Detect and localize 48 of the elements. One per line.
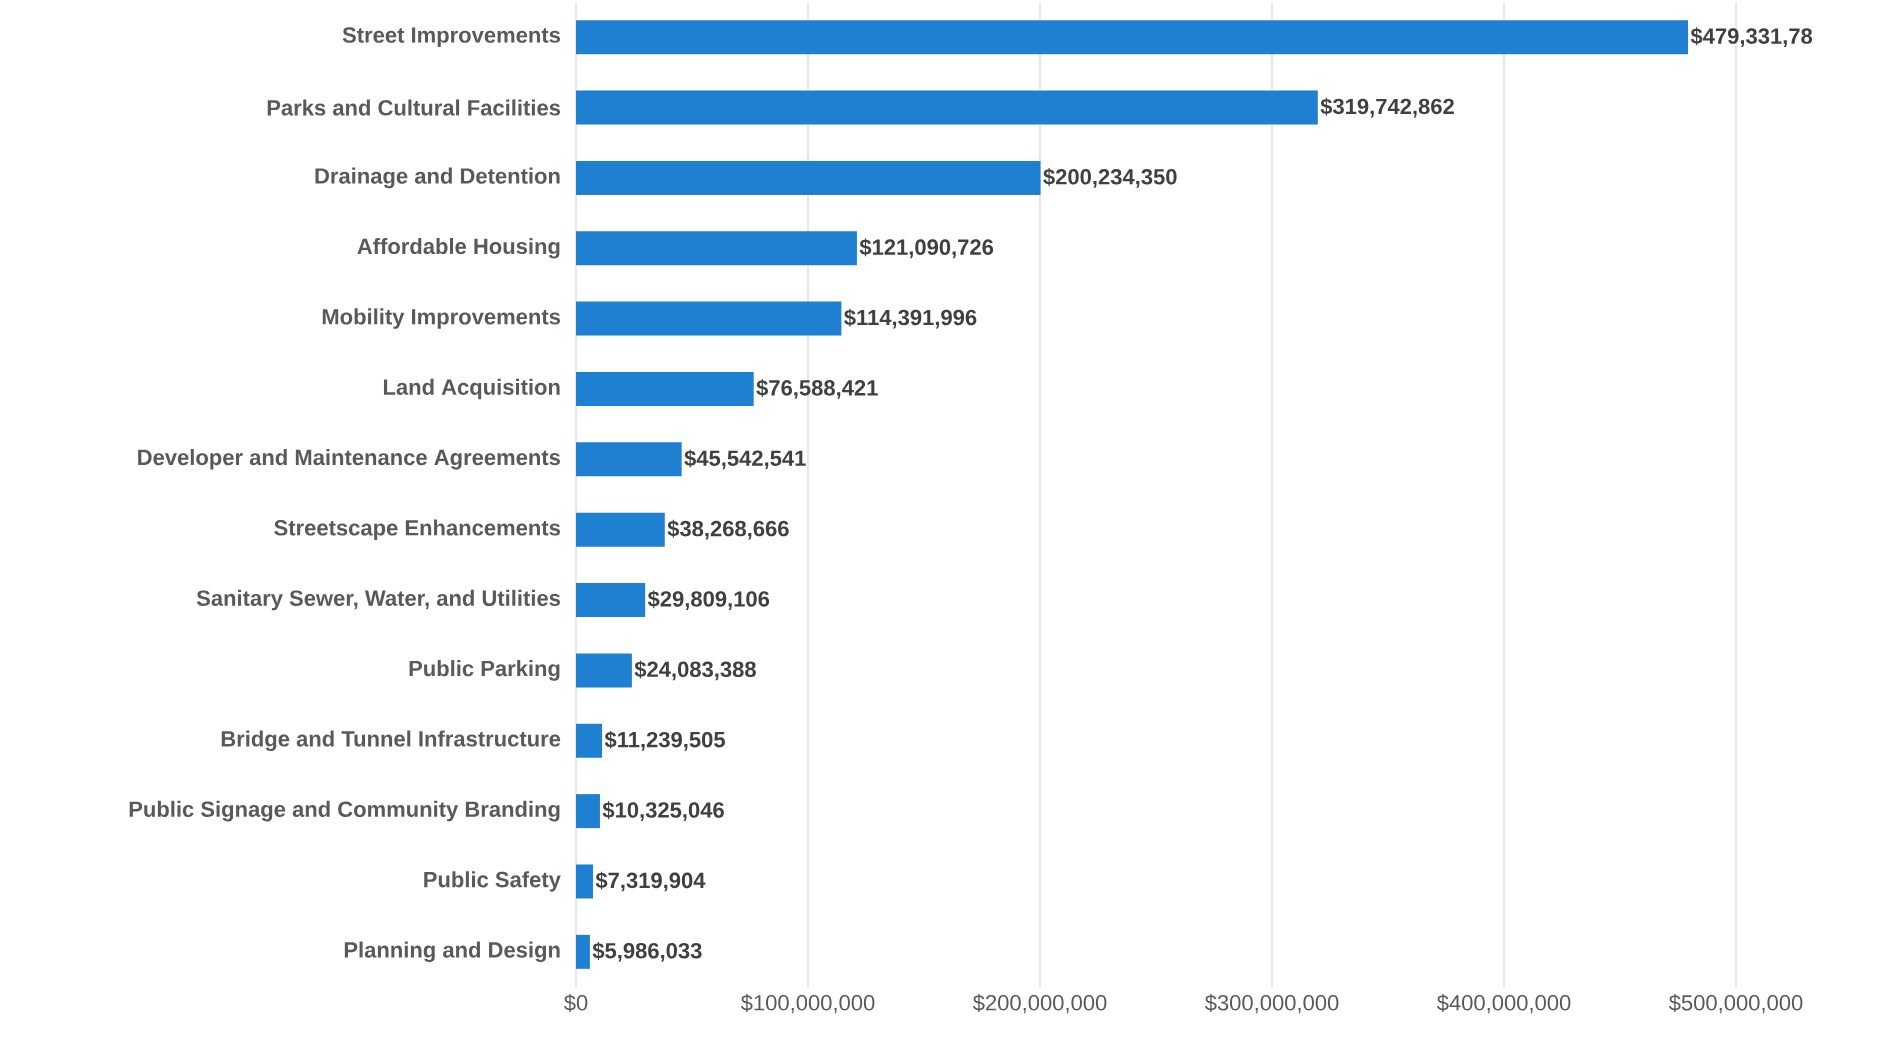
y-tick-label: Bridge and Tunnel Infrastructure	[221, 730, 561, 752]
y-tick-label: Public Signage and Community Branding	[129, 800, 560, 822]
x-tick-label: $400,000,000	[1436, 994, 1571, 1014]
y-tick-label: Land Acquisition	[383, 378, 560, 400]
data-label: $7,319,904	[595, 871, 706, 892]
data-label: $200,234,350	[1043, 168, 1177, 188]
bar	[576, 794, 600, 829]
bar	[576, 864, 593, 899]
data-label: $10,325,046	[602, 801, 724, 821]
x-tick-label: $500,000,000	[1668, 994, 1803, 1014]
data-label: $45,542,541	[684, 449, 806, 470]
y-tick-label: Public Parking	[409, 660, 560, 681]
y-tick-label: Planning and Design	[344, 941, 560, 963]
bar	[576, 20, 1689, 55]
y-tick-label: Affordable Housing	[357, 237, 560, 259]
bar	[576, 934, 590, 969]
x-tick-label: $100,000,000	[740, 994, 875, 1014]
data-label: $121,090,726	[859, 238, 994, 259]
bar	[576, 160, 1041, 195]
data-label: $29,809,106	[647, 590, 770, 610]
data-label: $479,331,78	[1690, 27, 1813, 48]
y-tick-label: Parks and Cultural Facilities	[267, 99, 561, 116]
y-tick-label: Developer and Maintenance Agreements	[138, 449, 560, 470]
bar	[576, 512, 665, 547]
y-tick-label: Street Improvements	[342, 27, 560, 48]
data-label: $114,391,996	[844, 308, 977, 329]
bar	[576, 371, 754, 406]
data-label: $76,588,421	[756, 379, 878, 399]
bar	[576, 653, 632, 688]
x-tick-label: $200,000,000	[972, 994, 1107, 1014]
y-tick-label: Sanitary Sewer, Water, and Utilities	[196, 589, 560, 611]
bar	[576, 231, 857, 266]
x-tick-label: $300,000,000	[1204, 994, 1339, 1014]
y-tick-label: Public Safety	[424, 871, 561, 892]
x-tick-label: $0	[564, 994, 588, 1012]
y-tick-label: Drainage and Detention	[315, 167, 560, 189]
y-tick-label: Streetscape Enhancements	[274, 519, 560, 540]
data-label: $5,986,033	[592, 941, 702, 962]
data-label: $11,239,505	[604, 730, 725, 751]
bar	[576, 301, 842, 336]
data-label: $24,083,388	[634, 660, 756, 681]
bar	[576, 723, 603, 758]
bar	[576, 583, 646, 618]
bar	[576, 90, 1318, 125]
data-label: $319,742,862	[1320, 97, 1454, 118]
bar	[576, 442, 682, 477]
y-tick-label: Mobility Improvements	[322, 308, 561, 329]
data-label: $38,268,666	[667, 519, 789, 540]
